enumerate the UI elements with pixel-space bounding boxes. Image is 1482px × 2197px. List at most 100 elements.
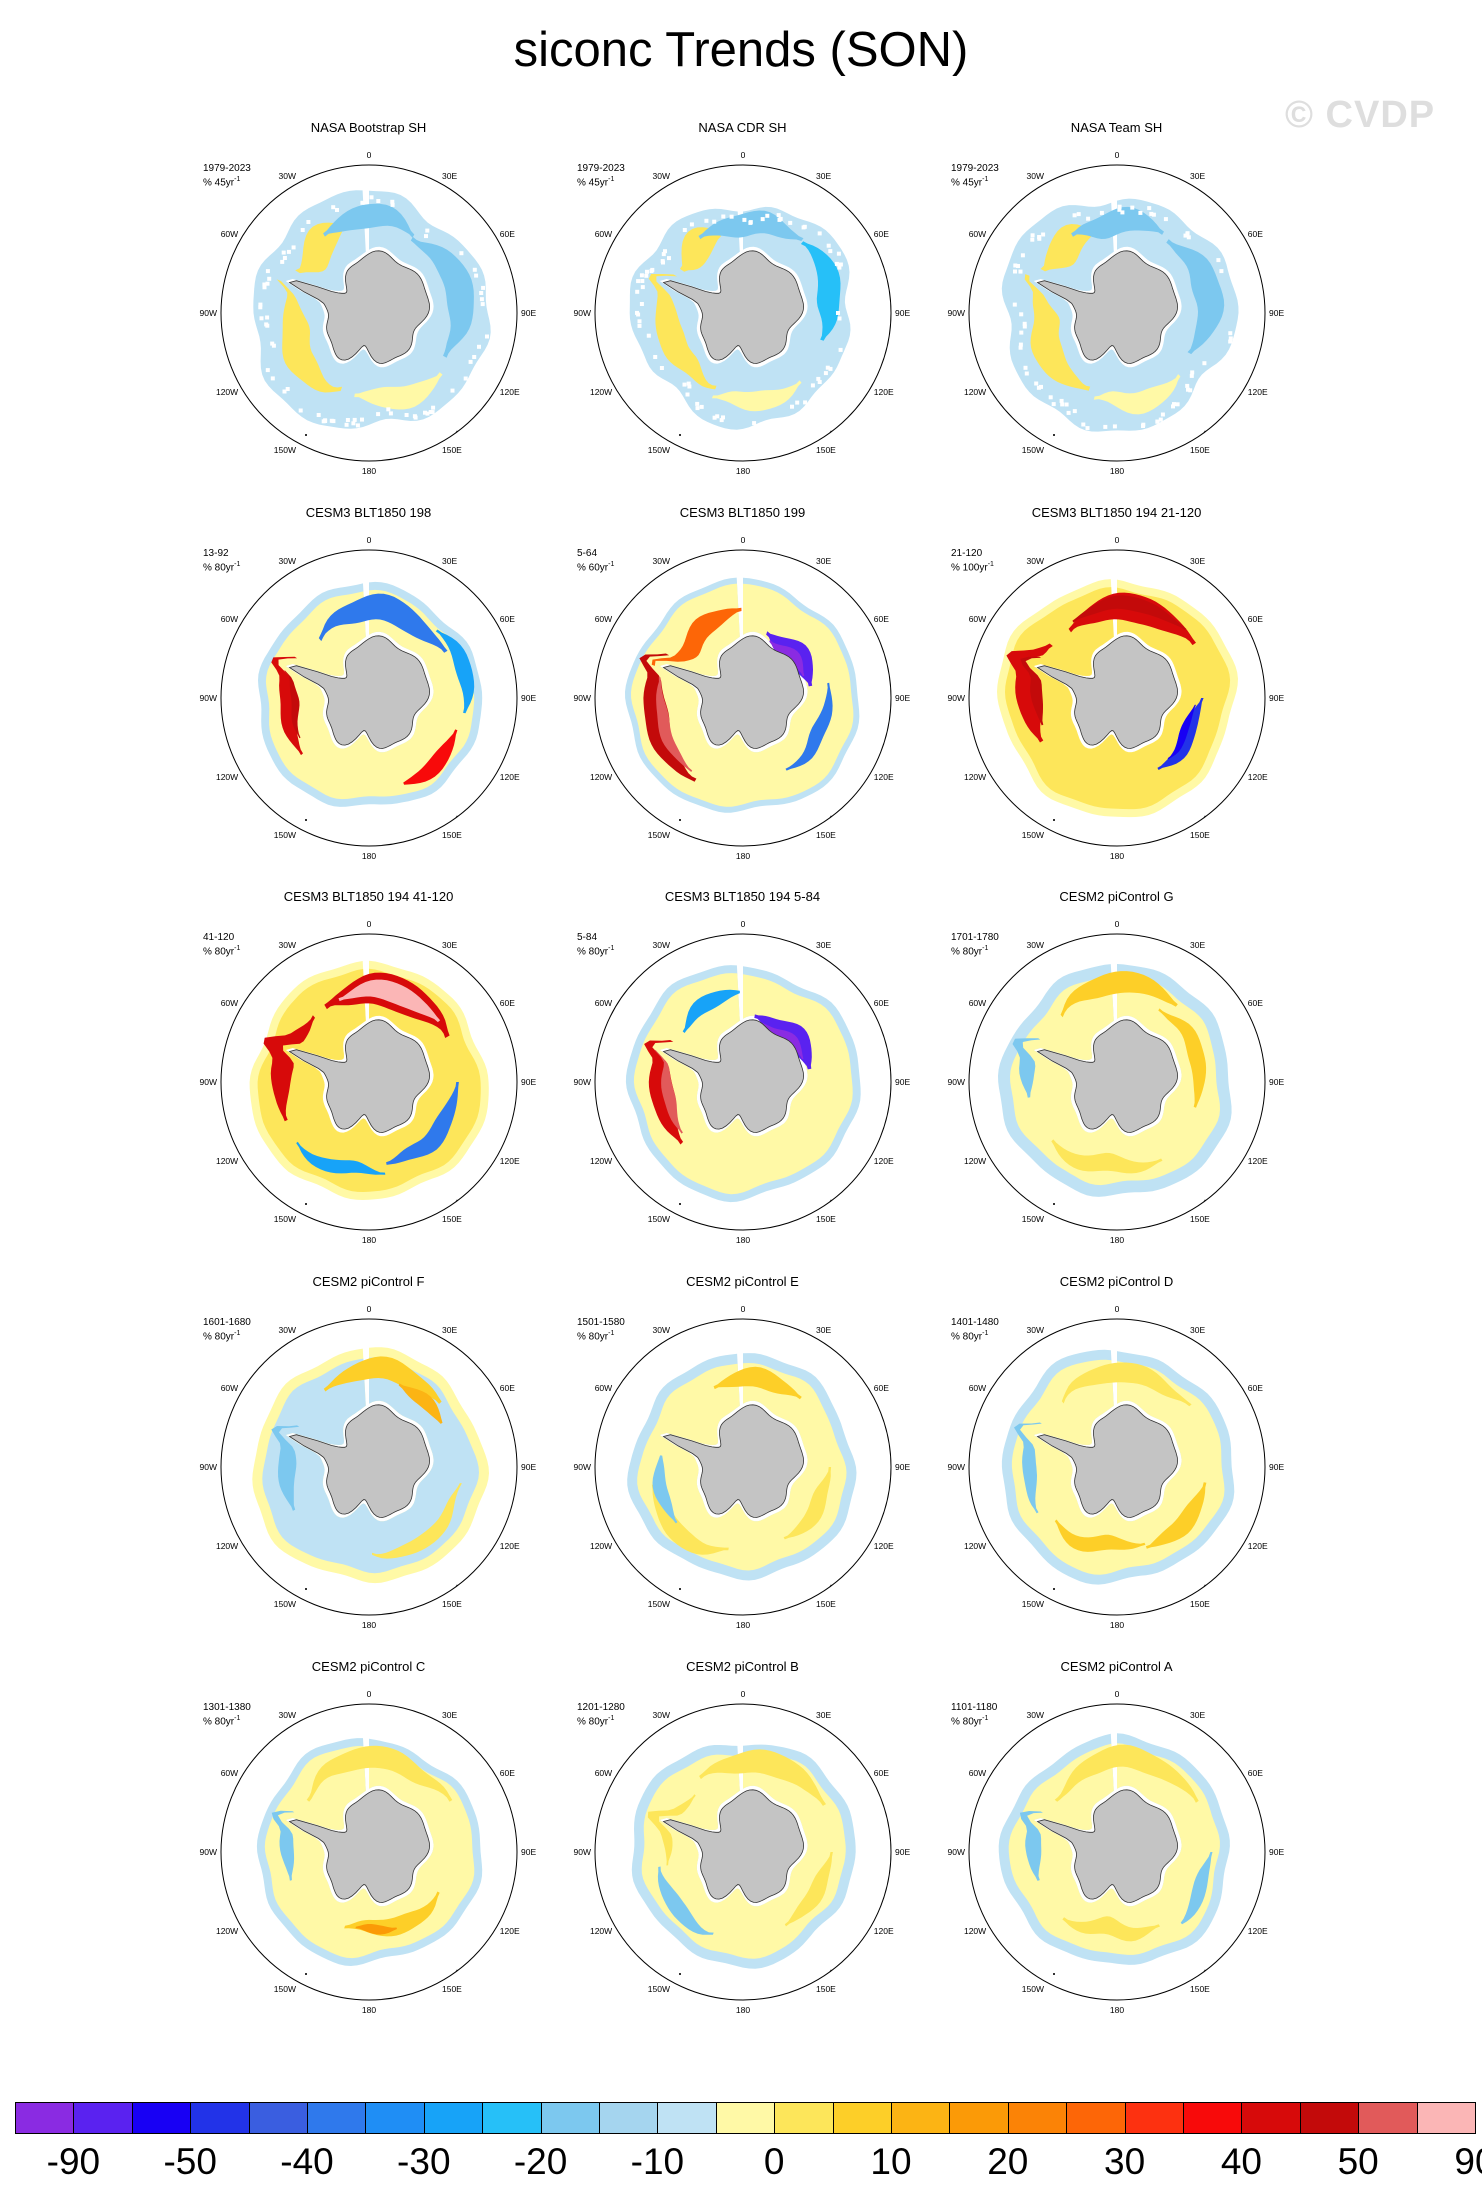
longitude-label: 30W: [279, 1325, 296, 1335]
longitude-label: 90E: [895, 308, 910, 318]
island: [515, 1797, 517, 1799]
new-zealand-land: [432, 1223, 446, 1230]
island: [515, 1027, 517, 1029]
colorbar-swatch: [307, 2102, 367, 2134]
missing-cell: [828, 249, 833, 254]
trend-band: [284, 670, 301, 739]
longitude-label: 30E: [442, 171, 457, 181]
longitude-label: 60W: [221, 1768, 238, 1778]
colorbar-swatch: [1299, 2102, 1360, 2134]
units-exponent: -1: [982, 1330, 989, 1337]
longitude-label: 150E: [816, 445, 836, 455]
antarctica-land: [1036, 1019, 1179, 1133]
missing-cell: [360, 417, 364, 422]
antarctica-land: [288, 250, 431, 364]
panel-title: CESM2 piControl D: [1059, 1274, 1174, 1289]
missing-cell: [685, 392, 690, 397]
missing-cell: [1012, 302, 1017, 307]
missing-cell: [1117, 204, 1122, 209]
longitude-label: 60E: [500, 229, 515, 239]
longitude-label: 60E: [874, 1383, 889, 1393]
longitude-label: 90E: [521, 308, 536, 318]
polar-map: 0 30E 60E 90E 120E 150E 180 150W 120W 90W 60W 30W: [948, 919, 1285, 1245]
island: [889, 643, 891, 645]
missing-cell: [1018, 342, 1023, 347]
missing-cell: [1020, 253, 1025, 258]
map-boundary: [220, 1703, 518, 2001]
longitude-label: 30W: [279, 1710, 296, 1720]
island: [889, 258, 891, 260]
longitude-label: 30W: [1027, 940, 1044, 950]
missing-cell: [376, 199, 381, 203]
missing-cell: [1013, 263, 1018, 268]
trend-band: [306, 1745, 453, 1802]
longitude-label: 150E: [442, 830, 462, 840]
trend-band: [1180, 1852, 1213, 1925]
longitude-label: 60E: [500, 1768, 515, 1778]
island: [241, 973, 246, 975]
trend-band: [318, 593, 448, 653]
missing-cell: [682, 228, 687, 232]
map-panel: CESM2 piControl B 1201-1280% 80yr-1 0 30E 60…: [555, 1659, 930, 2049]
colorbar-label: -40: [280, 2141, 334, 2182]
trend-band: [680, 227, 721, 272]
trend-band: [398, 1383, 443, 1424]
longitude-label: 90E: [1269, 693, 1284, 703]
missing-cell: [1024, 371, 1029, 376]
units-exponent: -1: [234, 1715, 241, 1722]
panel-title: CESM2 piControl G: [1059, 889, 1174, 904]
panel-title: CESM2 piControl F: [312, 1274, 425, 1289]
trend-band: [656, 677, 693, 772]
colorbar-label: 30: [1104, 2141, 1146, 2182]
longitude-label: 0: [367, 1689, 372, 1699]
longitude-label: 60E: [874, 229, 889, 239]
island: [615, 1358, 620, 1360]
trend-band: [1054, 1519, 1146, 1552]
map-panel: NASA CDR SH 1979-2023% 45yr-1 0 30E 60E 90E 12…: [555, 120, 930, 510]
missing-cell: [637, 319, 642, 324]
antarctica-land: [662, 250, 805, 364]
longitude-label: 120W: [590, 772, 612, 782]
missing-cell: [323, 419, 328, 423]
panel-units: % 80yr-1: [577, 1328, 614, 1343]
missing-cell: [270, 376, 275, 381]
new-zealand-land: [432, 454, 446, 461]
trend-band: [354, 372, 443, 410]
missing-cell: [667, 256, 671, 261]
units-exponent: -1: [234, 176, 241, 183]
trend-band: [1006, 643, 1053, 743]
missing-cell: [663, 249, 667, 254]
antarctica-land: [288, 1019, 431, 1133]
missing-cell: [639, 302, 644, 306]
trend-band: [276, 279, 343, 393]
colorbar-swatch: [891, 2102, 951, 2134]
units-text: % 60yr: [577, 562, 609, 574]
longitude-label: 120W: [590, 387, 612, 397]
missing-cell: [424, 234, 428, 239]
missing-cell: [355, 423, 360, 428]
longitude-label: 120E: [874, 772, 894, 782]
longitude-label: 90E: [895, 1847, 910, 1857]
colorbar-label: -50: [163, 2141, 217, 2182]
missing-cell: [1019, 312, 1024, 317]
missing-cell: [351, 421, 356, 426]
antarctica-land: [662, 1789, 805, 1903]
trend-band: [1167, 704, 1196, 760]
units-exponent: -1: [982, 176, 989, 183]
longitude-label: 120E: [874, 1541, 894, 1551]
island: [679, 819, 681, 821]
longitude-label: 150E: [442, 1214, 462, 1224]
island: [241, 1743, 246, 1745]
units-exponent: -1: [608, 1715, 615, 1722]
polar-map: 0 30E 60E 90E 120E 150E 180 150W 120W 90W 60W 30W: [574, 1689, 911, 2015]
trend-band: [1040, 224, 1096, 272]
antarctica-land: [1036, 1404, 1179, 1518]
longitude-label: 120E: [500, 1156, 520, 1166]
trend-band: [435, 629, 475, 714]
panel-period: 1979-2023: [203, 163, 251, 174]
missing-cell: [1185, 383, 1190, 388]
map-panel: CESM2 piControl A 1101-1180% 80yr-1 0 30E 60…: [929, 1659, 1304, 2049]
island: [679, 434, 681, 436]
missing-cell: [704, 218, 709, 223]
longitude-label: 120W: [590, 1156, 612, 1166]
